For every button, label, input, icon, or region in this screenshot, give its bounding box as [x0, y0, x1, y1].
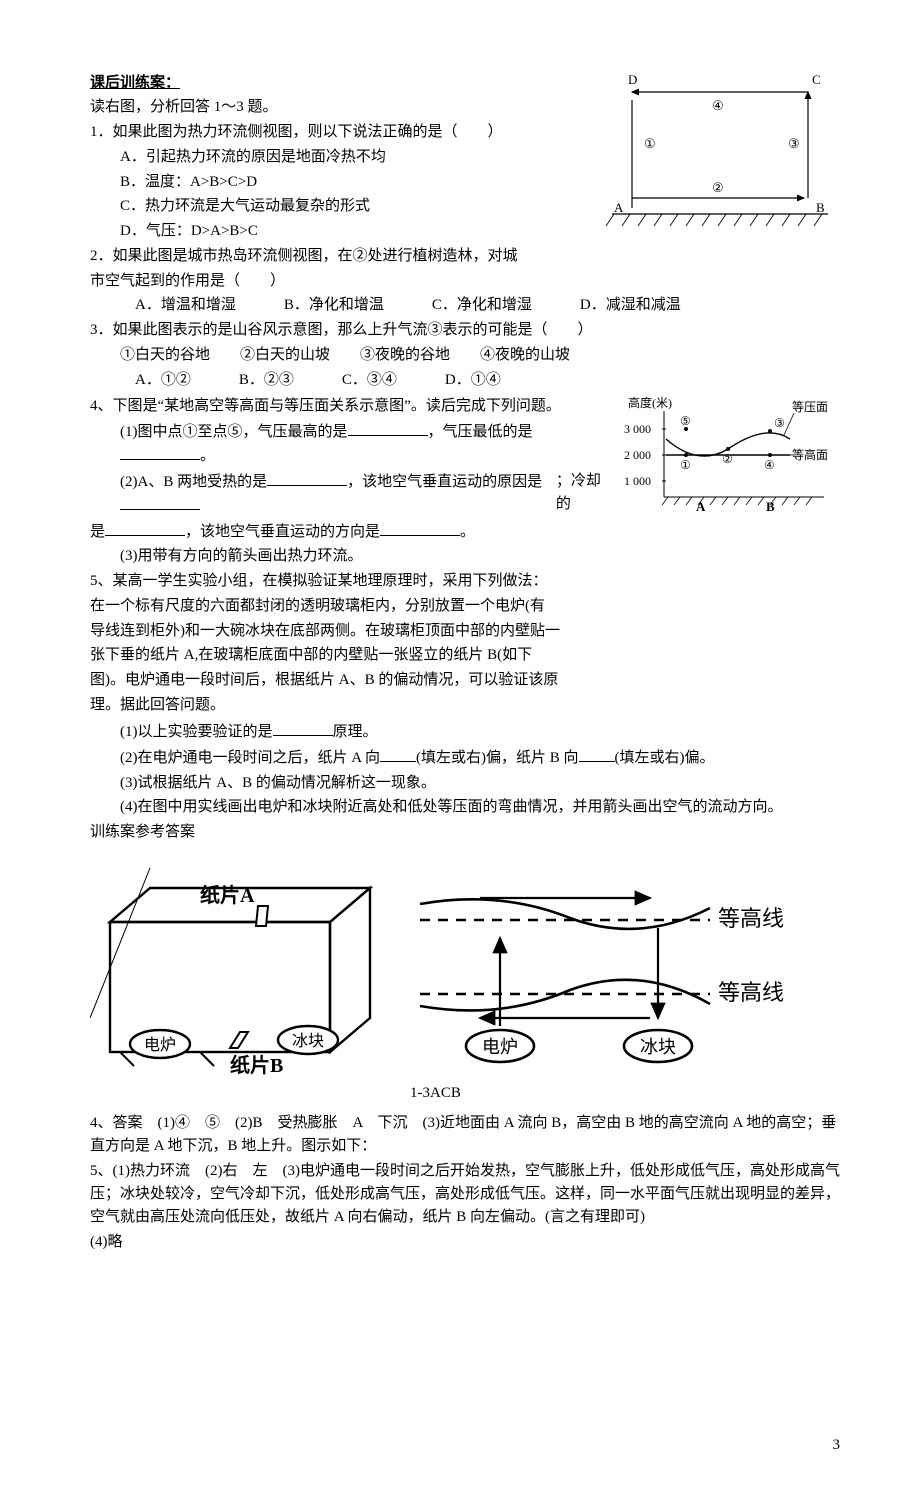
svg-text:C: C — [812, 72, 821, 87]
section-title: 课后训练案： — [90, 75, 180, 91]
q2-optA: A．增温和增湿 — [135, 294, 236, 317]
svg-text:纸片B: 纸片B — [230, 1053, 283, 1077]
q4-p3: (3)用带有方向的箭头画出热力环流。 — [90, 545, 840, 568]
svg-text:等高面: 等高面 — [792, 447, 828, 462]
svg-text:⑤: ⑤ — [680, 414, 691, 428]
svg-text:2 000: 2 000 — [624, 448, 651, 462]
svg-text:①: ① — [644, 136, 656, 151]
svg-text:纸片A: 纸片A — [200, 883, 255, 907]
q3-sub-options: ①白天的谷地 ②白天的山坡 ③夜晚的谷地 ④夜晚的山坡 — [90, 344, 840, 367]
q3-options: A．①② B．②③ C．③④ D．①④ — [90, 369, 840, 392]
answer-4: 4、答案 (1)④ ⑤ (2)B 受热膨胀 A 下沉 (3)近地面由 A 流向 … — [90, 1112, 840, 1159]
figure-contour-arrows: 等高线 等高线 电炉 冰块 1-3ACB — [410, 868, 810, 1105]
svg-text:④: ④ — [712, 98, 724, 113]
answers-header: 训练案参考答案 — [90, 821, 840, 844]
q5-l2: 在一个标有尺度的六面都封闭的透明玻璃柜内，分别放置一个电炉(有 — [90, 595, 840, 618]
q5-s2: (2)在电炉通电一段时间之后，纸片 A 向(填左或右)偏，纸片 B 向(填左或右… — [90, 746, 840, 770]
q3-optD: D．①④ — [445, 369, 501, 392]
svg-text:②: ② — [712, 180, 724, 195]
q2-stem-a: 2．如果此图是城市热岛环流侧视图，在②处进行植树造林，对城 — [90, 245, 840, 268]
q5-s1: (1)以上实验要验证的是原理。 — [90, 720, 840, 744]
q2-stem-b: 市空气起到的作用是（ ） — [90, 270, 840, 293]
answer-5a: 5、(1)热力环流 (2)右 左 (3)电炉通电一段时间之后开始发热，空气膨胀上… — [90, 1160, 840, 1230]
svg-text:A: A — [614, 200, 624, 215]
q5-l5: 图)。电炉通电一段时间后，根据纸片 A、B 的偏动情况，可以验证该原 — [90, 669, 840, 692]
svg-text:②: ② — [722, 452, 733, 466]
figure-thermal-circulation: D C A B ① ② ③ ④ — [602, 70, 840, 238]
svg-text:3 000: 3 000 — [624, 422, 651, 436]
svg-text:冰块: 冰块 — [292, 1032, 324, 1050]
q2-optD: D．减湿和减温 — [580, 294, 681, 317]
q5-s4: (4)在图中用实线画出电炉和冰块附近高处和低处等压面的弯曲情况，并用箭头画出空气… — [90, 796, 840, 819]
svg-text:1 000: 1 000 — [624, 474, 651, 488]
q3-optA: A．①② — [135, 369, 191, 392]
q2-options: A．增温和增湿 B．净化和增温 C．净化和增湿 D．减湿和减温 — [90, 294, 840, 317]
q5-s3: (3)试根据纸片 A、B 的偏动情况解析这一现象。 — [90, 772, 840, 795]
q5-l6: 理。据此回答问题。 — [90, 694, 840, 717]
svg-text:电炉: 电炉 — [482, 1037, 518, 1057]
svg-text:冰块: 冰块 — [640, 1037, 676, 1057]
svg-text:D: D — [628, 72, 637, 87]
svg-text:B: B — [766, 499, 775, 514]
q2-optB: B．净化和增温 — [284, 294, 384, 317]
answers-1-3: 1-3ACB — [410, 1082, 810, 1105]
svg-text:④: ④ — [764, 458, 775, 472]
svg-text:等高线: 等高线 — [718, 980, 784, 1005]
svg-text:①: ① — [680, 458, 691, 472]
q3-optC: C．③④ — [342, 369, 397, 392]
svg-text:高度(米): 高度(米) — [628, 395, 672, 410]
svg-text:B: B — [816, 200, 825, 215]
svg-text:电炉: 电炉 — [144, 1036, 176, 1054]
svg-text:等压面: 等压面 — [792, 400, 828, 414]
figure-isobaric-isoheight: 高度(米) 等压面 等高面 3 000 2 000 1 000 ① ② ③ ④ … — [618, 393, 840, 525]
svg-text:A: A — [696, 499, 706, 514]
svg-text:③: ③ — [788, 136, 800, 151]
q3-optB: B．②③ — [239, 369, 294, 392]
q4-p2a: (2)A、B 两地受热的是，该地空气垂直运动的原因是 ；冷却的 — [90, 470, 608, 519]
q5-l1: 5、某高一学生实验小组，在模拟验证某地理原理时，采用下列做法： — [90, 570, 840, 593]
q5-l3: 导线连到柜外)和一大碗冰块在底部两侧。在玻璃柜顶面中部的内壁贴一 — [90, 620, 840, 643]
svg-text:③: ③ — [774, 416, 785, 430]
svg-text:等高线: 等高线 — [718, 906, 784, 931]
q3-stem: 3．如果此图表示的是山谷风示意图，那么上升气流③表示的可能是（ ） — [90, 319, 840, 342]
figure-glass-cabinet: 纸片A 电炉 纸片B 冰块 — [90, 868, 390, 1078]
q2-optC: C．净化和增湿 — [432, 294, 532, 317]
answer-5b: (4)略 — [90, 1231, 840, 1254]
q5-l4: 张下垂的纸片 A,在玻璃柜底面中部的内壁贴一张竖立的纸片 B(如下 — [90, 644, 840, 667]
page-number: 3 — [90, 1434, 840, 1457]
